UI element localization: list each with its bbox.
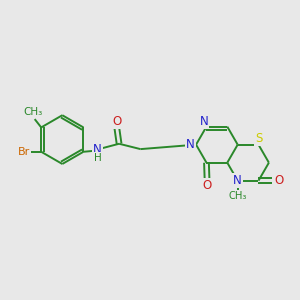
Text: N: N bbox=[200, 115, 208, 128]
Text: H: H bbox=[94, 153, 102, 163]
Text: Br: Br bbox=[18, 147, 30, 157]
Text: S: S bbox=[255, 132, 263, 145]
Text: O: O bbox=[112, 115, 121, 128]
Text: N: N bbox=[233, 174, 242, 187]
Text: N: N bbox=[186, 138, 195, 151]
Text: CH₃: CH₃ bbox=[23, 107, 42, 117]
Text: O: O bbox=[202, 179, 212, 192]
Text: CH₃: CH₃ bbox=[229, 190, 247, 200]
Text: O: O bbox=[274, 174, 283, 187]
Text: N: N bbox=[93, 142, 102, 156]
